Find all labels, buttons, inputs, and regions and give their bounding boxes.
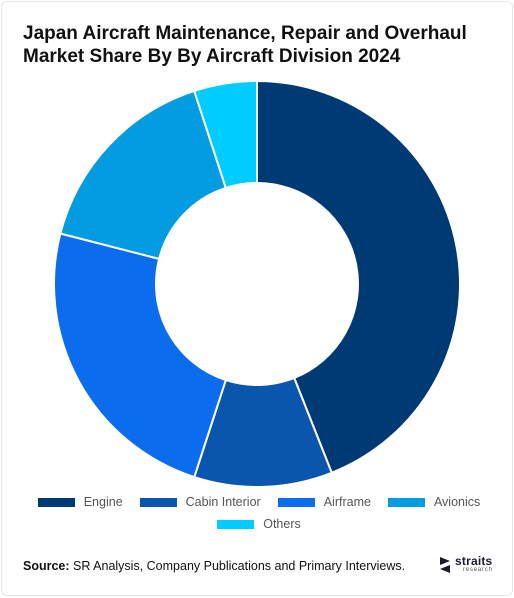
source-text: SR Analysis, Company Publications and Pr…: [69, 559, 406, 573]
legend-swatch: [139, 498, 177, 507]
legend-item-others: Others: [217, 517, 301, 532]
legend-item-engine: Engine: [37, 495, 123, 510]
slice-airframe: [53, 232, 228, 479]
legend-label: Avionics: [433, 495, 481, 509]
legend-item-avionics: Avionics: [387, 495, 481, 510]
source-note: Source: SR Analysis, Company Publication…: [23, 559, 405, 573]
legend-label: Airframe: [323, 495, 371, 509]
chart-title: Japan Aircraft Maintenance, Repair and O…: [23, 23, 467, 67]
legend-label: Engine: [83, 495, 123, 509]
legend-item-cabin-interior: Cabin Interior: [139, 495, 261, 510]
legend-label: Others: [263, 517, 301, 531]
source-label: Source:: [23, 559, 70, 573]
slice-avionics: [59, 89, 228, 261]
legend-item-airframe: Airframe: [277, 495, 371, 510]
logo-subtitle: research: [463, 567, 493, 573]
brand-logo: straits research: [438, 555, 493, 574]
slice-others: [193, 79, 258, 190]
legend-swatch: [277, 498, 315, 507]
slice-engine: [256, 79, 461, 475]
legend-swatch: [217, 520, 255, 529]
logo-name: straits: [455, 554, 493, 568]
donut-chart: [53, 79, 461, 488]
legend-swatch: [387, 498, 425, 507]
legend-label: Cabin Interior: [185, 495, 261, 509]
chart-legend: Engine Cabin Interior Airframe Avionics Othe…: [22, 495, 496, 532]
legend-swatch: [37, 498, 75, 507]
logo-mark-icon: [440, 556, 450, 573]
